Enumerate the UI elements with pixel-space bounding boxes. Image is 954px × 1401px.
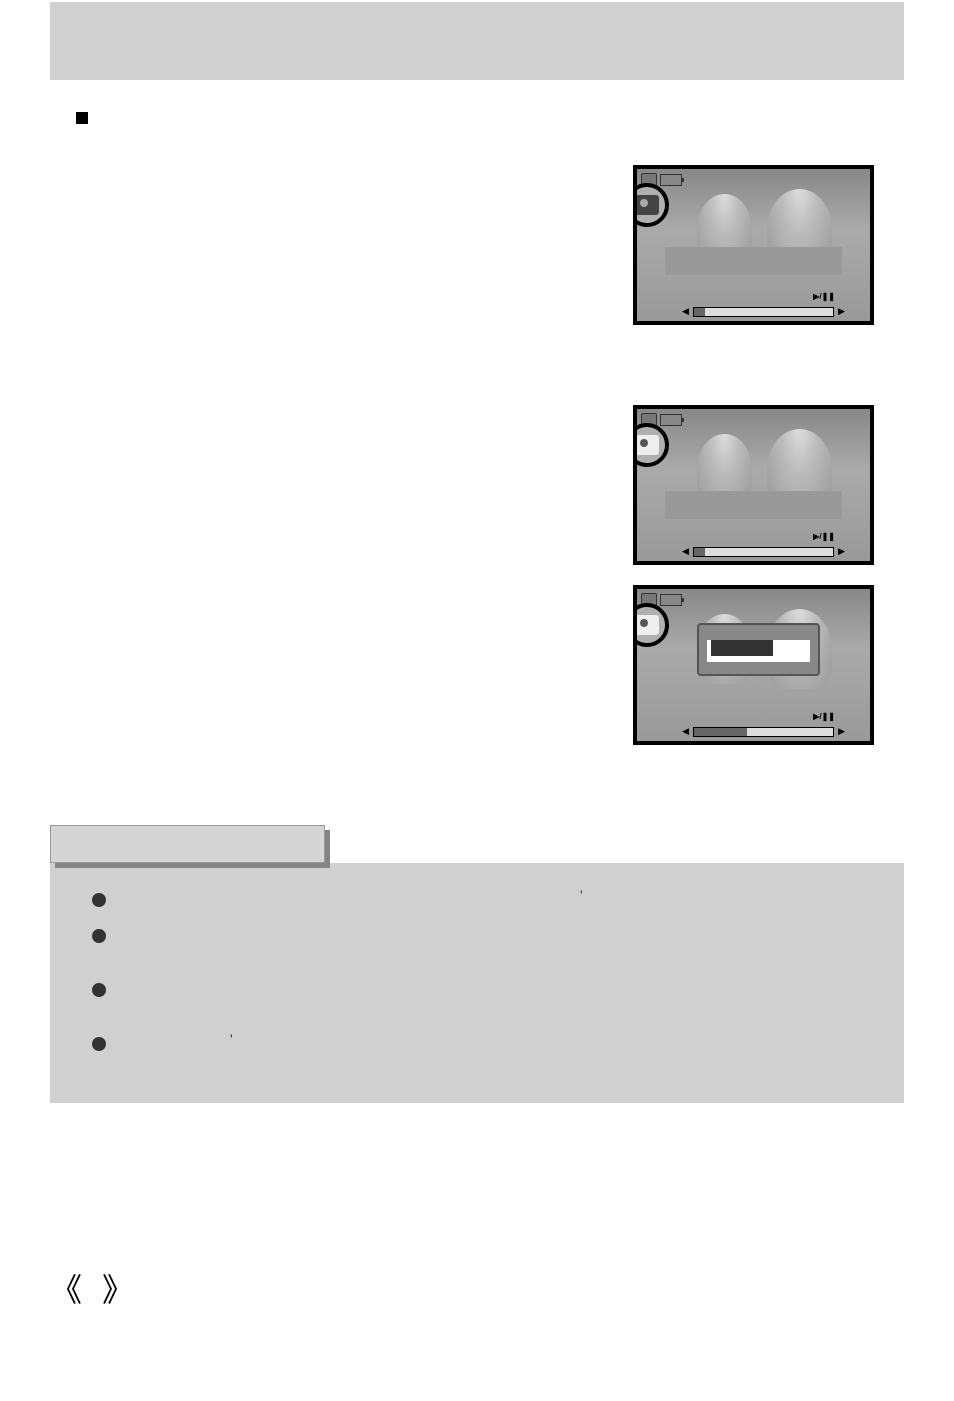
photo-background — [637, 409, 870, 561]
screenshot-1: ▶/❚❚ ◀ ▶ — [633, 165, 874, 325]
info-item-3 — [110, 983, 874, 999]
progress-bar — [693, 547, 834, 557]
popup-input-field — [707, 640, 810, 662]
progress-fill — [694, 308, 705, 316]
screenshot-container-2: ▶/❚❚ ◀ ▶ — [633, 405, 874, 565]
punctuation-mark: ' — [230, 1031, 233, 1047]
progress-fill — [694, 548, 705, 556]
battery-icon — [660, 174, 682, 186]
popup-text-content — [711, 640, 773, 656]
right-bracket: 》 — [102, 1272, 154, 1308]
info-item-4: ' — [110, 1037, 874, 1053]
movie-camera-icon — [635, 435, 659, 455]
footer: 《》 — [0, 1085, 954, 1351]
movie-camera-icon — [635, 195, 659, 215]
progress-row: ◀ ▶ — [682, 546, 845, 557]
arrow-right-icon: ▶ — [838, 546, 845, 557]
header-bar — [50, 2, 904, 80]
screenshot-container-3: ▶/❚❚ ◀ ▶ — [633, 585, 874, 745]
info-tab-header — [50, 825, 325, 863]
arrow-left-icon: ◀ — [682, 546, 689, 557]
arrow-right-icon: ▶ — [838, 726, 845, 737]
battery-icon — [660, 414, 682, 426]
info-item-2 — [110, 929, 874, 945]
photo-background — [637, 169, 870, 321]
overlay-text-bar — [665, 491, 842, 519]
play-pause-icon: ▶/❚❚ — [813, 712, 835, 721]
punctuation-mark: ' — [580, 887, 583, 903]
info-list: ' ' — [110, 893, 874, 1053]
progress-bar — [693, 727, 834, 737]
playback-controls: ▶/❚❚ ◀ ▶ — [682, 546, 845, 557]
overlay-text-bar — [665, 247, 842, 275]
information-box: ' ' — [50, 825, 904, 1065]
arrow-left-icon: ◀ — [682, 726, 689, 737]
screenshot-2: ▶/❚❚ ◀ ▶ — [633, 405, 874, 565]
popup-dialog — [697, 623, 820, 676]
main-content: ▶/❚❚ ◀ ▶ — [0, 80, 954, 1085]
play-pause-icon: ▶/❚❚ — [813, 532, 835, 541]
page-brackets: 《》 — [50, 1272, 154, 1308]
movie-camera-icon — [635, 615, 659, 635]
screenshot-container-1: ▶/❚❚ ◀ ▶ — [633, 165, 874, 325]
info-body: ' ' — [50, 863, 904, 1103]
left-bracket: 《 — [50, 1272, 102, 1308]
progress-row: ◀ ▶ — [682, 726, 845, 737]
playback-controls: ▶/❚❚ ◀ ▶ — [682, 306, 845, 317]
progress-bar — [693, 307, 834, 317]
arrow-right-icon: ▶ — [838, 306, 845, 317]
progress-row: ◀ ▶ — [682, 306, 845, 317]
battery-icon — [660, 594, 682, 606]
progress-fill — [694, 728, 747, 736]
info-item-1: ' — [110, 893, 874, 909]
playback-controls: ▶/❚❚ ◀ ▶ — [682, 726, 845, 737]
screenshot-3: ▶/❚❚ ◀ ▶ — [633, 585, 874, 745]
section-bullet — [76, 112, 88, 124]
arrow-left-icon: ◀ — [682, 306, 689, 317]
play-pause-icon: ▶/❚❚ — [813, 292, 835, 301]
